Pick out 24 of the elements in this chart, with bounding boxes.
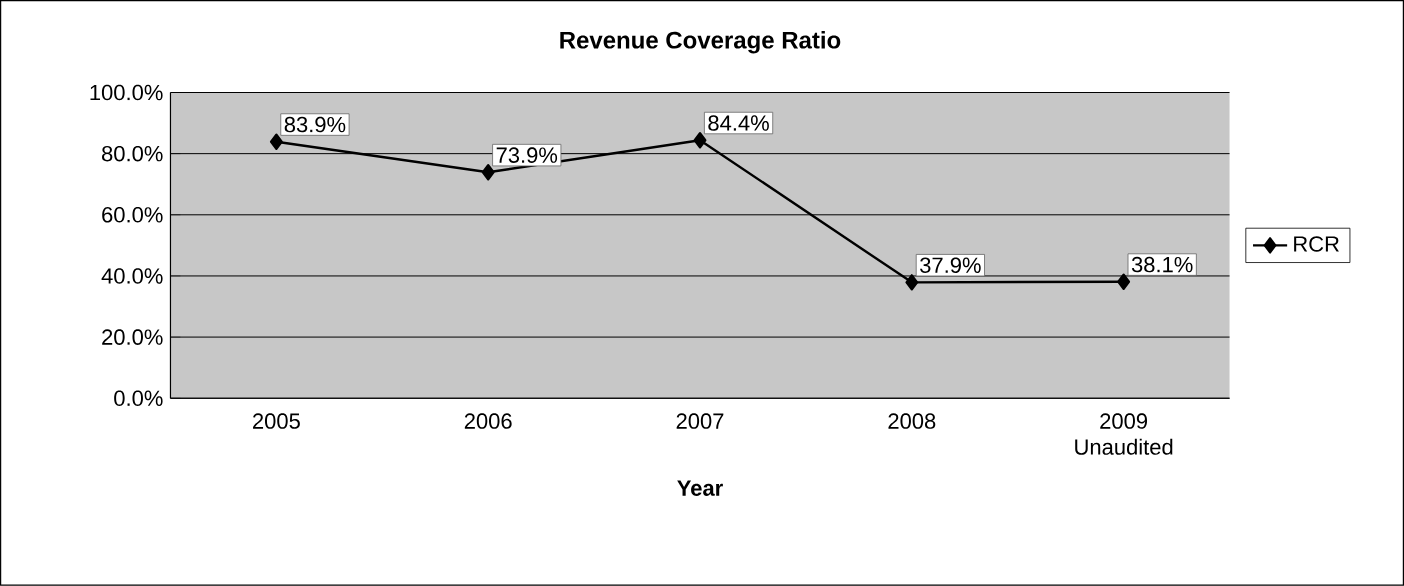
point [269,133,283,151]
y-tick-label: 20.0% [102,329,163,346]
data-label: 37.9% [920,257,981,274]
x-tick-label: 2005 [253,413,300,430]
data-label: 83.9% [284,116,346,133]
x-tick-label: 2006 [464,413,512,430]
point [1117,273,1131,291]
point [905,274,919,291]
point [481,164,495,181]
data-label: 38.1% [1131,256,1193,273]
legend-label: RCR [1294,236,1339,252]
x-tick-label: 2008 [888,413,936,430]
y-tick-label: 100.0% [90,84,163,101]
y-tick-label: 60.0% [102,207,163,223]
x-axis-title: Year [677,480,723,497]
data-label: 84.4% [708,115,769,131]
y-tick-label: 80.0% [102,146,163,162]
y-tick-label: 40.0% [101,268,163,284]
x-tick-label: 2007 [676,413,724,430]
data-label: 73.9% [496,147,558,164]
x-tick-label: 2009 Unaudited [1075,413,1173,455]
y-tick-label: 0.0% [114,390,163,407]
chart-title: Revenue Coverage Ratio [560,31,841,54]
point [693,132,707,149]
